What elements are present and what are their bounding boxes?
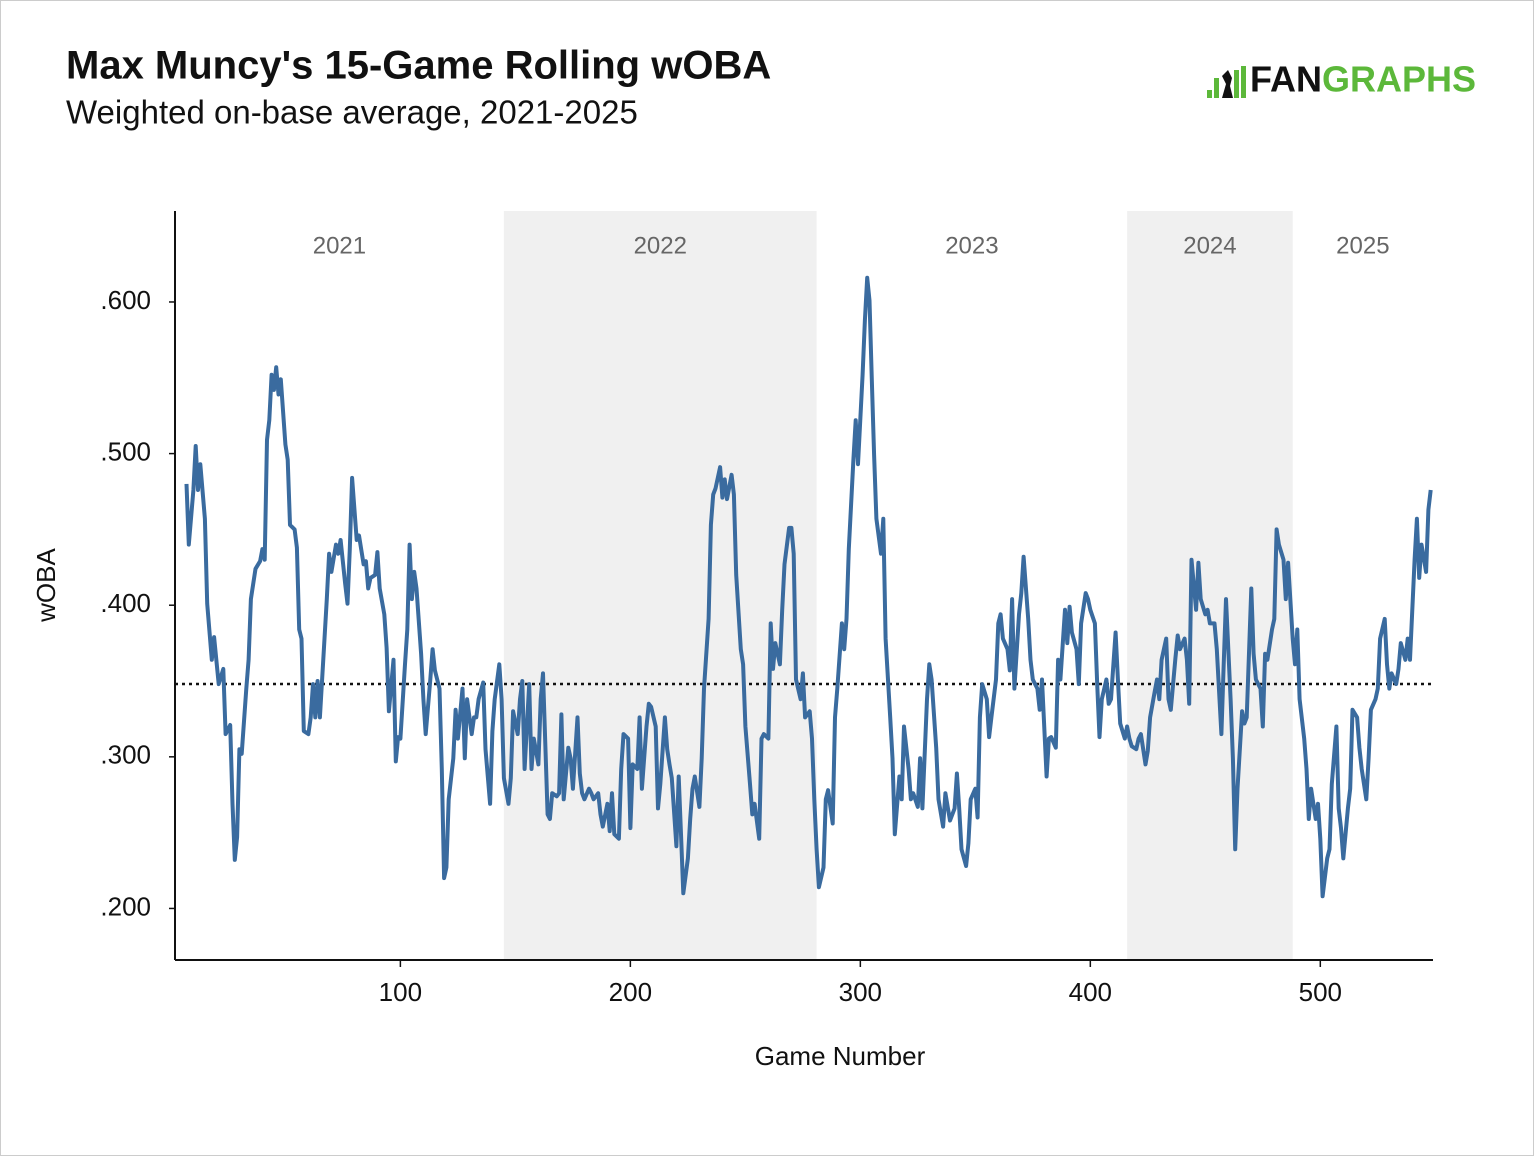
x-tick-label: 500 — [1299, 977, 1342, 1007]
logo-figure — [1222, 70, 1233, 98]
logo-text: FAN — [1250, 59, 1322, 100]
logo-bar — [1207, 90, 1212, 98]
x-tick-label: 400 — [1069, 977, 1112, 1007]
season-band — [503, 211, 817, 960]
season-label: 2022 — [634, 232, 687, 259]
y-tick-label: .300 — [100, 740, 151, 770]
logo-bar — [1214, 78, 1219, 98]
season-label: 2021 — [313, 232, 366, 259]
season-band — [1127, 211, 1293, 960]
season-label: 2023 — [945, 232, 998, 259]
logo-bar — [1241, 66, 1246, 98]
y-tick-label: .200 — [100, 891, 151, 921]
y-tick-label: .600 — [100, 285, 151, 315]
chart-subtitle: Weighted on-base average, 2021-2025 — [66, 94, 638, 131]
season-label: 2025 — [1336, 232, 1389, 259]
data-line — [184, 275, 1433, 899]
chart-title: Max Muncy's 15-Game Rolling wOBA — [66, 44, 771, 88]
season-bands — [503, 211, 1293, 960]
y-axis-label: wOBA — [31, 548, 61, 623]
x-tick-label: 100 — [379, 977, 422, 1007]
logo-bar — [1234, 70, 1239, 98]
x-tick-label: 200 — [609, 977, 652, 1007]
logo: FAN GRAPHS — [1207, 59, 1476, 100]
y-tick-label: .400 — [100, 588, 151, 618]
season-label: 2024 — [1183, 232, 1236, 259]
x-tick-label: 300 — [839, 977, 882, 1007]
logo-text: GRAPHS — [1322, 59, 1476, 100]
y-tick-label: .500 — [100, 436, 151, 466]
x-axis-label: Game Number — [755, 1041, 926, 1071]
